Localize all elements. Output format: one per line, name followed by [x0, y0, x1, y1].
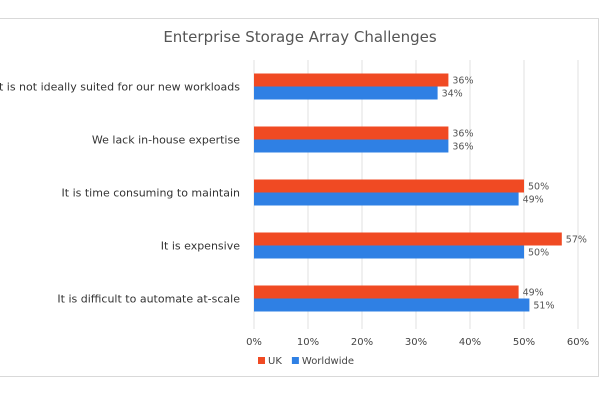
data-label: 34% [442, 89, 463, 100]
x-tick-label: 30% [405, 337, 427, 348]
data-label: 49% [523, 195, 544, 206]
data-label: 36% [452, 129, 473, 140]
legend-swatch-worldwide [291, 357, 299, 364]
chart-frame [0, 18, 599, 377]
x-tick-label: 10% [297, 337, 319, 348]
category-label: We lack in-house expertise [92, 134, 240, 147]
bar-uk [254, 126, 449, 140]
chart-title: Enterprise Storage Array Challenges [163, 28, 437, 46]
category-label: It is not ideally suited for our new wor… [0, 81, 240, 94]
data-label: 50% [528, 182, 549, 193]
bar-worldwide [254, 86, 438, 100]
data-label: 49% [523, 288, 544, 299]
category-label: It is difficult to automate at-scale [57, 293, 240, 306]
x-tick-label: 0% [246, 337, 262, 348]
bar-uk [254, 232, 562, 246]
x-tick-label: 40% [459, 337, 481, 348]
bar-worldwide [254, 298, 530, 312]
x-tick-label: 50% [513, 337, 535, 348]
category-label: It is expensive [161, 240, 240, 253]
bar-uk [254, 179, 524, 193]
data-label: 50% [528, 248, 549, 259]
bar-uk [254, 73, 449, 87]
bar-worldwide [254, 139, 449, 153]
x-tick-label: 60% [567, 337, 589, 348]
bar-uk [254, 285, 519, 299]
legend-label: Worldwide [302, 356, 354, 367]
legend-label: UK [268, 356, 282, 367]
data-label: 36% [452, 76, 473, 87]
bar-worldwide [254, 192, 519, 206]
data-label: 36% [452, 142, 473, 153]
data-label: 51% [533, 301, 554, 312]
bar-worldwide [254, 245, 524, 259]
category-label: It is time consuming to maintain [62, 187, 240, 200]
data-label: 57% [566, 235, 587, 246]
x-tick-label: 20% [351, 337, 373, 348]
legend-swatch-uk [258, 357, 265, 364]
